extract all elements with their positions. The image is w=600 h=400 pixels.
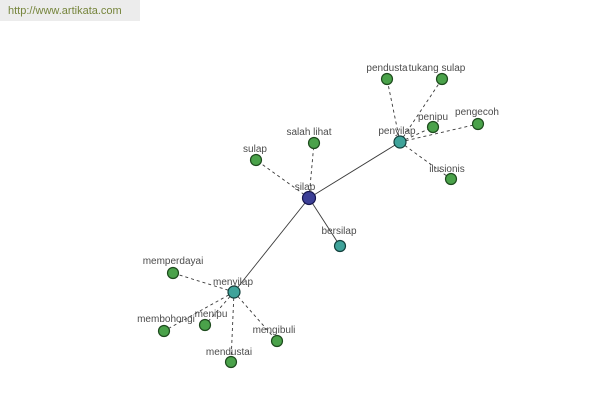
- node-label-sulap[interactable]: sulap: [243, 144, 267, 155]
- node-penipu[interactable]: [426, 120, 440, 134]
- node-penyilap[interactable]: [393, 135, 407, 149]
- node-label-mengibuli[interactable]: mengibuli: [253, 325, 296, 336]
- node-label-salah-lihat[interactable]: salah lihat: [286, 127, 331, 138]
- url-text: http://www.artikata.com: [8, 4, 122, 17]
- node-label-pendusta[interactable]: pendusta: [366, 63, 408, 74]
- edge-menyilap-mengibuli: [233, 291, 278, 342]
- node-salah-lihat[interactable]: [307, 136, 321, 150]
- node-menipu[interactable]: [198, 318, 212, 332]
- node-bersilap[interactable]: [333, 239, 347, 253]
- node-pendusta[interactable]: [380, 72, 394, 86]
- node-label-mendustai[interactable]: mendustai: [206, 347, 252, 358]
- node-label-membohongi[interactable]: membohongi: [137, 314, 195, 325]
- edge-penyilap-pendusta: [386, 78, 401, 143]
- edge-menyilap-membohongi: [163, 291, 235, 332]
- edge-menyilap-menipu: [204, 291, 235, 326]
- edge-penyilap-ilusionis: [399, 141, 452, 180]
- edge-penyilap-pengecoh: [399, 123, 479, 143]
- edge-silap-penyilap: [308, 141, 401, 199]
- node-ilusionis[interactable]: [444, 172, 458, 186]
- edge-silap-bersilap: [308, 197, 341, 247]
- node-menyilap[interactable]: [227, 285, 241, 299]
- node-mengibuli[interactable]: [270, 334, 284, 348]
- edge-silap-sulap: [255, 159, 310, 199]
- node-silap[interactable]: [301, 190, 317, 206]
- node-label-penyilap[interactable]: penyilap: [378, 126, 416, 137]
- node-pengecoh[interactable]: [471, 117, 485, 131]
- node-label-tukang-sulap[interactable]: tukang sulap: [409, 63, 466, 74]
- node-label-penipu[interactable]: penipu: [418, 112, 448, 123]
- node-label-ilusionis[interactable]: ilusionis: [429, 164, 465, 175]
- node-membohongi[interactable]: [157, 324, 171, 338]
- edge-menyilap-memperdayai: [172, 272, 235, 293]
- node-label-memperdayai[interactable]: memperdayai: [143, 256, 204, 267]
- node-label-bersilap[interactable]: bersilap: [321, 226, 356, 237]
- node-memperdayai[interactable]: [166, 266, 180, 280]
- node-label-pengecoh[interactable]: pengecoh: [455, 107, 499, 118]
- node-label-menyilap[interactable]: menyilap: [213, 277, 253, 288]
- node-tukang-sulap[interactable]: [435, 72, 449, 86]
- edge-silap-menyilap: [233, 197, 310, 293]
- node-mendustai[interactable]: [224, 355, 238, 369]
- node-sulap[interactable]: [249, 153, 263, 167]
- url-bar[interactable]: http://www.artikata.com: [0, 0, 140, 21]
- node-label-silap[interactable]: silap: [295, 182, 316, 193]
- edge-penyilap-tukang-sulap: [399, 78, 443, 143]
- node-label-menipu[interactable]: menipu: [195, 309, 228, 320]
